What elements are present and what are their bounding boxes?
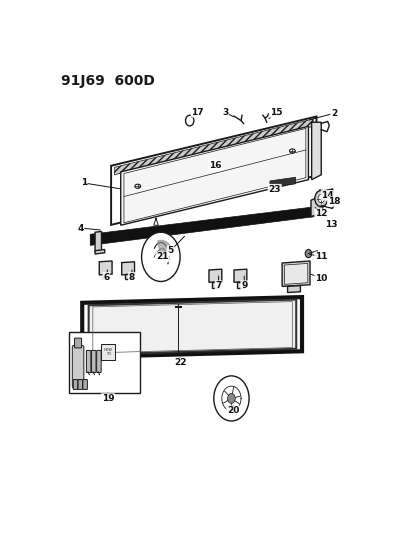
Text: 15: 15 [269, 108, 282, 117]
Text: 10: 10 [314, 273, 327, 282]
Polygon shape [310, 195, 322, 216]
FancyBboxPatch shape [96, 350, 101, 373]
Polygon shape [284, 263, 307, 284]
Polygon shape [237, 282, 243, 288]
Circle shape [213, 376, 249, 421]
Text: 5: 5 [167, 246, 173, 255]
Text: 23: 23 [268, 184, 280, 193]
Polygon shape [125, 274, 131, 279]
Circle shape [227, 393, 235, 403]
Text: 14: 14 [320, 191, 333, 200]
Polygon shape [95, 231, 101, 252]
Text: 18: 18 [327, 197, 339, 206]
Text: 8: 8 [128, 273, 135, 282]
Polygon shape [311, 122, 320, 180]
Polygon shape [114, 119, 313, 175]
Polygon shape [209, 269, 221, 282]
Text: 12: 12 [314, 209, 327, 218]
Polygon shape [281, 261, 309, 286]
Polygon shape [99, 261, 112, 275]
Polygon shape [95, 249, 104, 254]
Text: 11: 11 [314, 252, 327, 261]
Text: 13: 13 [324, 220, 336, 229]
Polygon shape [121, 262, 134, 275]
Circle shape [317, 195, 324, 203]
Text: 16: 16 [209, 161, 221, 170]
Circle shape [314, 190, 327, 207]
Polygon shape [212, 282, 218, 288]
Text: 1: 1 [81, 179, 87, 188]
Text: 6: 6 [103, 273, 109, 282]
Text: 9: 9 [240, 281, 247, 290]
FancyBboxPatch shape [91, 350, 96, 373]
Ellipse shape [135, 184, 140, 188]
Text: 7: 7 [215, 281, 221, 290]
FancyBboxPatch shape [72, 345, 83, 388]
Text: 3: 3 [221, 108, 228, 117]
Text: 21: 21 [156, 252, 168, 261]
Polygon shape [121, 126, 308, 225]
Polygon shape [287, 286, 300, 293]
Polygon shape [103, 274, 108, 279]
Circle shape [304, 249, 311, 257]
Text: 17: 17 [191, 108, 204, 117]
Polygon shape [233, 269, 246, 282]
Polygon shape [88, 300, 296, 354]
Text: 19: 19 [101, 394, 114, 403]
Circle shape [185, 115, 193, 126]
Text: 2: 2 [330, 109, 337, 118]
FancyBboxPatch shape [86, 350, 91, 373]
Circle shape [141, 232, 180, 281]
FancyBboxPatch shape [83, 379, 87, 390]
Text: HOW
TO: HOW TO [104, 348, 112, 357]
Text: 4: 4 [77, 224, 83, 232]
Text: 20: 20 [226, 406, 239, 415]
FancyBboxPatch shape [78, 379, 82, 390]
FancyBboxPatch shape [74, 338, 81, 348]
Polygon shape [269, 177, 295, 188]
Ellipse shape [289, 149, 294, 153]
Polygon shape [82, 297, 301, 357]
Text: 22: 22 [173, 358, 186, 367]
FancyBboxPatch shape [69, 332, 140, 393]
Text: 91J69  600D: 91J69 600D [61, 74, 155, 88]
FancyBboxPatch shape [73, 379, 78, 390]
Polygon shape [157, 240, 173, 257]
Polygon shape [111, 117, 316, 225]
FancyBboxPatch shape [101, 344, 115, 360]
Polygon shape [90, 207, 314, 245]
